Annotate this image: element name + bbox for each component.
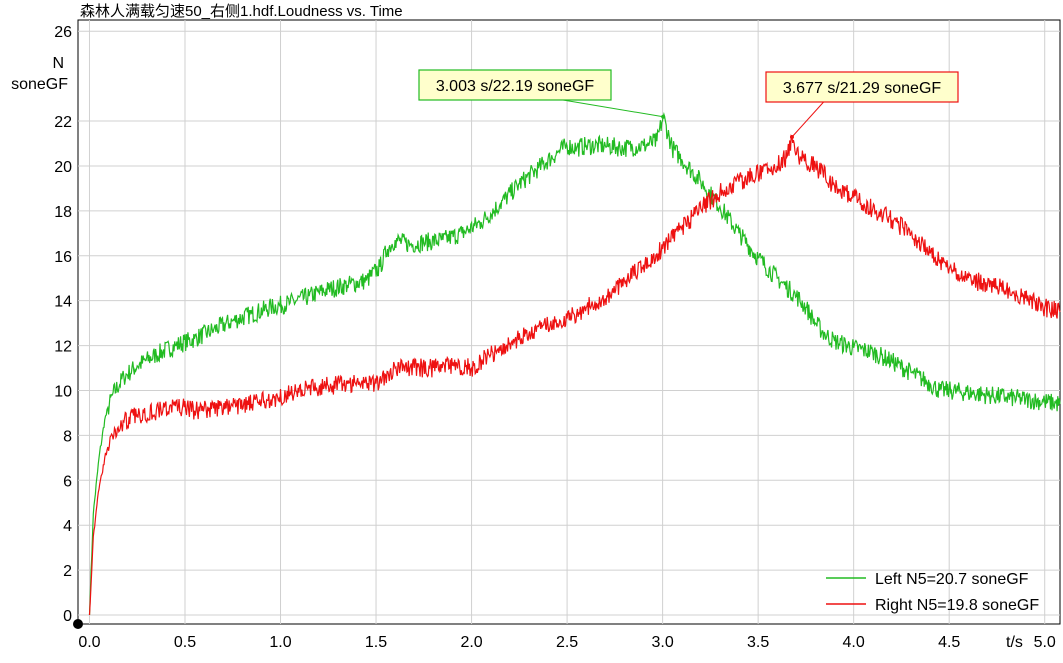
series-lines bbox=[88, 112, 1061, 616]
x-axis-ticks: 0.0 0.5 1.0 1.5 2.0 2.5 3.0 3.5 4.0 4.5 5.0 bbox=[78, 634, 1056, 651]
y-tick-label: 2 bbox=[63, 563, 72, 580]
x-tick-label: 3.0 bbox=[651, 634, 673, 651]
x-tick-label: 0.5 bbox=[174, 634, 196, 651]
plot-area bbox=[77, 19, 1061, 625]
annotation-box bbox=[418, 69, 612, 101]
y-tick-label: 20 bbox=[54, 159, 72, 176]
y-axis-label-unit: N bbox=[52, 55, 64, 72]
y-tick-label: 18 bbox=[54, 204, 72, 221]
y-tick-label: 4 bbox=[63, 518, 72, 535]
annotation-point bbox=[789, 134, 794, 139]
x-tick-label: 5.0 bbox=[1034, 634, 1056, 651]
legend-label-left: Left N5=20.7 soneGF bbox=[875, 571, 1029, 588]
annotation-point bbox=[661, 114, 666, 119]
legend: Left N5=20.7 soneGF Right N5=19.8 soneGF bbox=[826, 571, 1039, 614]
annotation-box bbox=[765, 71, 959, 103]
y-tick-label: 6 bbox=[63, 473, 72, 490]
annotation-label: 3.677 s/21.29 soneGF bbox=[783, 80, 942, 97]
x-tick-label: 1.5 bbox=[365, 634, 387, 651]
x-tick-label: 0.0 bbox=[78, 634, 100, 651]
annotation-leader bbox=[562, 99, 664, 118]
y-tick-label: 16 bbox=[54, 249, 72, 266]
y-tick-label: 26 bbox=[54, 24, 72, 41]
x-tick-label: 3.5 bbox=[747, 634, 769, 651]
y-tick-label: 8 bbox=[63, 428, 72, 445]
x-tick-label: 1.0 bbox=[269, 634, 291, 651]
grid-lines bbox=[78, 20, 1060, 624]
y-tick-label: 12 bbox=[54, 339, 72, 356]
chart-title: 森林人满载匀速50_右侧1.hdf.Loudness vs. Time bbox=[80, 3, 403, 20]
y-axis-label-name: soneGF bbox=[11, 76, 68, 93]
annotation-leader bbox=[791, 101, 824, 138]
x-tick-label: 4.5 bbox=[938, 634, 960, 651]
series-line-0 bbox=[88, 112, 1061, 616]
peak-annotations: 3.003 s/22.19 soneGF 3.677 s/21.29 soneGF bbox=[418, 69, 959, 139]
y-tick-label: 0 bbox=[63, 608, 72, 625]
x-axis-label: t/s bbox=[1006, 634, 1023, 651]
series-line-1 bbox=[88, 134, 1061, 616]
y-axis-ticks: 0 2 4 6 8 10 12 14 16 18 20 22 26 bbox=[54, 24, 72, 625]
legend-label-right: Right N5=19.8 soneGF bbox=[875, 597, 1039, 614]
x-tick-label: 2.5 bbox=[556, 634, 578, 651]
x-tick-label: 2.0 bbox=[460, 634, 482, 651]
annotation-label: 3.003 s/22.19 soneGF bbox=[436, 78, 595, 95]
y-tick-label: 22 bbox=[54, 114, 72, 131]
y-tick-label: 10 bbox=[54, 383, 72, 400]
x-tick-label: 4.0 bbox=[843, 634, 865, 651]
y-tick-label: 14 bbox=[54, 294, 72, 311]
origin-marker bbox=[73, 619, 83, 629]
